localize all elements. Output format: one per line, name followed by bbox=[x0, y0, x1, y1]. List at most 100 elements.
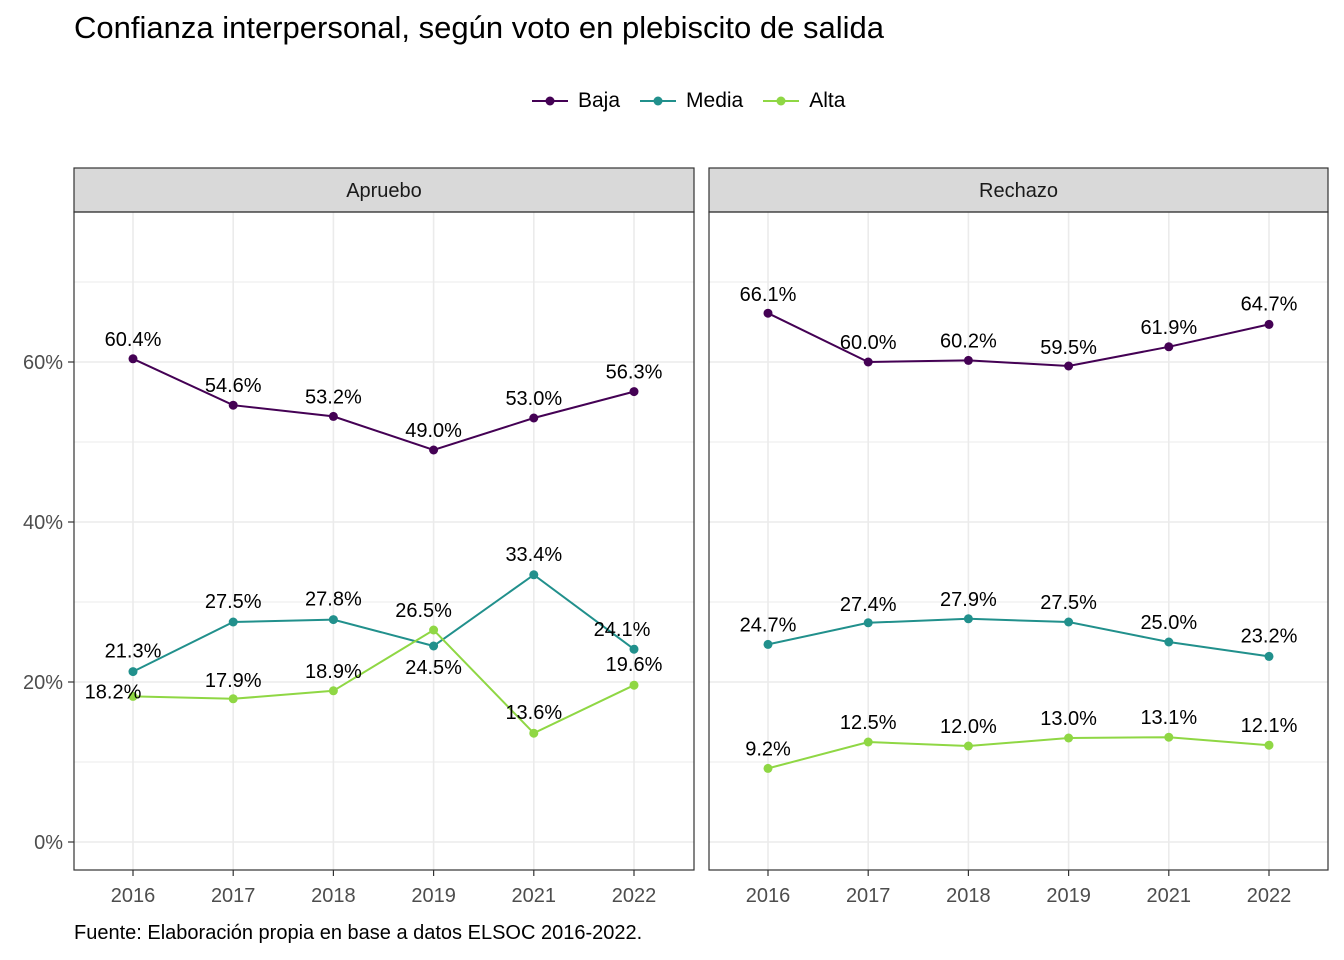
legend-label-alta: Alta bbox=[809, 89, 846, 112]
data-point-baja bbox=[1064, 361, 1074, 371]
series-line-alta bbox=[767, 736, 1270, 770]
series-line-media bbox=[132, 573, 635, 673]
facet-strip-label: Rechazo bbox=[979, 180, 1058, 202]
data-label-baja: 53.2% bbox=[305, 386, 362, 408]
data-label-media: 27.5% bbox=[205, 591, 262, 613]
data-point-alta bbox=[763, 763, 773, 773]
panel-border bbox=[73, 211, 695, 871]
legend-item-media: Media bbox=[638, 89, 743, 113]
legend-item-baja: Baja bbox=[530, 89, 620, 113]
data-label-alta: 13.0% bbox=[1040, 708, 1097, 730]
data-label-baja: 60.2% bbox=[940, 330, 997, 352]
data-point-media bbox=[228, 617, 238, 627]
data-point-media bbox=[1264, 651, 1274, 661]
data-label-alta: 18.9% bbox=[305, 661, 362, 683]
x-tick-label: 2019 bbox=[411, 885, 456, 907]
series-line-baja bbox=[767, 312, 1270, 368]
data-point-alta bbox=[128, 691, 138, 701]
data-point-media bbox=[963, 614, 973, 624]
data-label-alta: 26.5% bbox=[395, 600, 452, 622]
data-label-baja: 53.0% bbox=[505, 388, 562, 410]
data-point-alta bbox=[1164, 732, 1174, 742]
x-tick-label: 2016 bbox=[746, 885, 791, 907]
data-label-media: 23.2% bbox=[1241, 625, 1298, 647]
x-tick-label: 2021 bbox=[512, 885, 557, 907]
x-tick-label: 2018 bbox=[311, 885, 356, 907]
data-point-alta bbox=[1264, 740, 1274, 750]
data-label-baja: 64.7% bbox=[1241, 293, 1298, 315]
data-label-baja: 66.1% bbox=[740, 284, 797, 306]
data-point-media bbox=[1164, 637, 1174, 647]
facet-strip bbox=[73, 167, 695, 213]
data-point-baja bbox=[228, 400, 238, 410]
x-tick-label: 2022 bbox=[1247, 885, 1292, 907]
x-tick-label: 2021 bbox=[1147, 885, 1192, 907]
x-tick-label: 2017 bbox=[846, 885, 891, 907]
x-tick-label: 2016 bbox=[111, 885, 156, 907]
legend-key-baja bbox=[532, 96, 568, 106]
data-label-media: 24.7% bbox=[740, 614, 797, 636]
data-label-alta: 12.5% bbox=[840, 712, 897, 734]
data-label-media: 21.3% bbox=[105, 641, 162, 663]
data-label-alta: 17.9% bbox=[205, 670, 262, 692]
data-point-media bbox=[629, 644, 639, 654]
data-label-media: 33.4% bbox=[505, 544, 562, 566]
data-label-baja: 54.6% bbox=[205, 375, 262, 397]
chart-title: Confianza interpersonal, según voto en p… bbox=[74, 10, 884, 45]
data-label-baja: 60.0% bbox=[840, 332, 897, 354]
data-point-baja bbox=[328, 411, 338, 421]
legend-key-media bbox=[640, 96, 677, 106]
data-label-alta: 13.6% bbox=[505, 702, 562, 724]
data-label-media: 27.5% bbox=[1040, 592, 1097, 614]
chart-caption: Fuente: Elaboración propia en base a dat… bbox=[74, 922, 643, 944]
y-tick-label: 0% bbox=[34, 832, 63, 854]
data-label-media: 24.1% bbox=[594, 619, 651, 641]
data-point-media bbox=[328, 615, 338, 625]
data-label-media: 24.5% bbox=[405, 657, 462, 679]
facet-strip bbox=[708, 167, 1329, 213]
series-line-media bbox=[767, 617, 1270, 658]
data-label-baja: 59.5% bbox=[1040, 337, 1097, 359]
data-point-alta bbox=[429, 625, 439, 635]
data-label-media: 27.4% bbox=[840, 594, 897, 616]
data-point-alta bbox=[629, 680, 639, 690]
data-point-alta bbox=[529, 728, 539, 738]
y-tick-label: 60% bbox=[23, 352, 63, 374]
data-point-baja bbox=[963, 355, 973, 365]
data-point-media bbox=[1064, 617, 1074, 627]
x-tick-label: 2018 bbox=[946, 885, 991, 907]
facet-panel-apruebo: Apruebo 60.4% 54.6% 53.2% 49.0% 53.0% 56.3% 21.… bbox=[73, 167, 695, 907]
data-label-media: 27.8% bbox=[305, 589, 362, 611]
legend-key-alta bbox=[763, 96, 800, 106]
data-point-media bbox=[128, 667, 138, 677]
data-point-alta bbox=[1064, 733, 1074, 743]
data-label-alta: 12.0% bbox=[940, 716, 997, 738]
data-label-alta: 13.1% bbox=[1140, 707, 1197, 729]
panel-border bbox=[708, 211, 1329, 871]
data-label-baja: 60.4% bbox=[105, 329, 162, 351]
legend-item-alta: Alta bbox=[761, 89, 845, 113]
data-point-media bbox=[529, 570, 539, 580]
y-tick-label: 40% bbox=[23, 512, 63, 534]
data-label-alta: 19.6% bbox=[606, 654, 663, 676]
series-line-alta bbox=[132, 628, 635, 735]
facet-strip-label: Apruebo bbox=[346, 180, 422, 202]
data-point-baja bbox=[629, 387, 639, 397]
data-point-baja bbox=[128, 354, 138, 364]
y-tick-label: 20% bbox=[23, 672, 63, 694]
data-point-baja bbox=[1164, 342, 1174, 352]
data-point-baja bbox=[1264, 319, 1274, 329]
data-point-alta bbox=[228, 694, 238, 704]
data-label-baja: 61.9% bbox=[1140, 317, 1197, 339]
data-label-alta: 9.2% bbox=[745, 738, 791, 760]
legend: Baja Media Alta bbox=[530, 86, 863, 116]
data-point-alta bbox=[963, 741, 973, 751]
facet-panel-rechazo: Rechazo 66.1% 60.0% 60.2% 59.5% 61.9% 64.7% 24.… bbox=[708, 167, 1329, 907]
legend-label-media: Media bbox=[686, 89, 744, 112]
data-label-baja: 49.0% bbox=[405, 420, 462, 442]
data-point-baja bbox=[429, 445, 439, 455]
x-tick-label: 2019 bbox=[1046, 885, 1091, 907]
data-point-media bbox=[863, 618, 873, 628]
x-tick-label: 2022 bbox=[612, 885, 657, 907]
